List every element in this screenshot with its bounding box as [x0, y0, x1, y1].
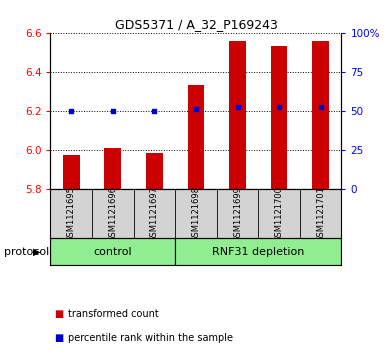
Title: GDS5371 / A_32_P169243: GDS5371 / A_32_P169243 — [114, 19, 277, 32]
Text: percentile rank within the sample: percentile rank within the sample — [68, 333, 233, 343]
Text: ▶: ▶ — [33, 246, 41, 257]
Point — [193, 106, 199, 112]
Text: GSM1121697: GSM1121697 — [150, 185, 159, 242]
Bar — [50, 238, 175, 265]
Bar — [146, 153, 163, 189]
Text: GSM1121698: GSM1121698 — [191, 185, 201, 242]
Text: transformed count: transformed count — [68, 309, 159, 319]
Text: ■: ■ — [54, 309, 64, 319]
Text: GSM1121701: GSM1121701 — [316, 186, 325, 241]
Text: GSM1121700: GSM1121700 — [275, 186, 284, 241]
Point — [276, 104, 282, 110]
Bar — [175, 238, 341, 265]
Text: protocol: protocol — [4, 246, 49, 257]
Point — [110, 108, 116, 114]
Text: GSM1121696: GSM1121696 — [108, 185, 117, 242]
Point — [234, 104, 241, 110]
Text: control: control — [94, 246, 132, 257]
Point — [68, 108, 74, 114]
Bar — [229, 41, 246, 189]
Bar — [104, 148, 121, 189]
Bar — [312, 41, 329, 189]
Text: RNF31 depletion: RNF31 depletion — [212, 246, 305, 257]
Text: ■: ■ — [54, 333, 64, 343]
Text: GSM1121695: GSM1121695 — [67, 186, 76, 241]
Bar — [271, 46, 288, 189]
Bar — [188, 85, 204, 189]
Bar — [63, 155, 80, 189]
Point — [317, 104, 324, 110]
Text: GSM1121699: GSM1121699 — [233, 186, 242, 241]
Point — [151, 108, 158, 114]
